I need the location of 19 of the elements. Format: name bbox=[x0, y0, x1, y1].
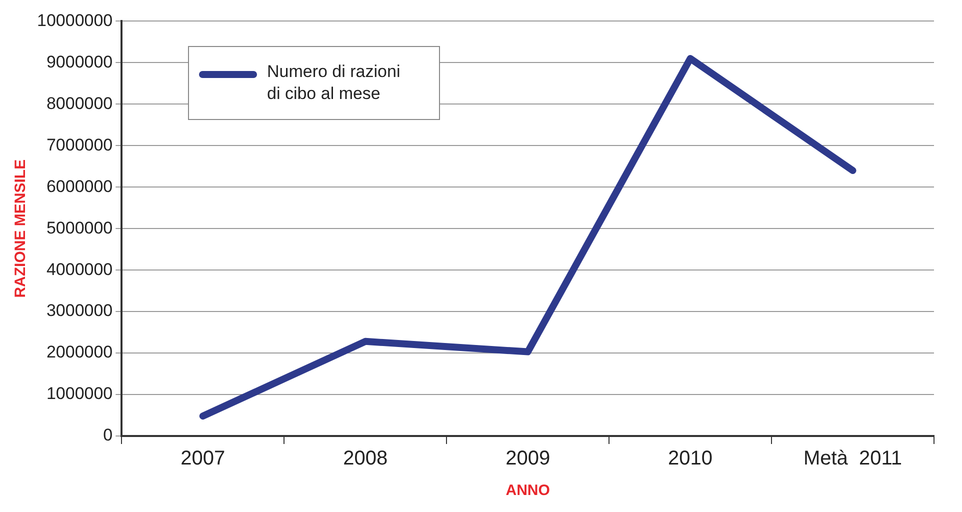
x-tick-label: 2008 bbox=[343, 448, 388, 470]
y-tick-label: 7000000 bbox=[46, 135, 113, 154]
y-tick-label: 10000000 bbox=[36, 10, 113, 30]
x-tick-label: Metà 2011 bbox=[803, 448, 902, 470]
legend-label: Numero di razioni di cibo al mese bbox=[267, 61, 402, 105]
y-tick-label: 1000000 bbox=[46, 384, 113, 404]
x-tick-label: 2010 bbox=[668, 448, 713, 470]
y-axis-title: RAZIONE MENSILE bbox=[12, 159, 30, 298]
y-tick-label: 3000000 bbox=[46, 301, 113, 320]
y-tick-label: 4000000 bbox=[46, 260, 113, 279]
y-tick-label: 8000000 bbox=[46, 94, 113, 113]
y-tick-label: 5000000 bbox=[46, 218, 113, 238]
x-tick-label: 2009 bbox=[506, 448, 550, 470]
x-tick-label: 2007 bbox=[180, 448, 226, 470]
y-tick-label: 9000000 bbox=[46, 52, 113, 72]
y-tick-label: 0 bbox=[103, 426, 113, 445]
y-tick-label: 2000000 bbox=[46, 342, 113, 362]
y-tick-label: 6000000 bbox=[46, 176, 113, 196]
x-axis-title: ANNO bbox=[506, 482, 550, 500]
